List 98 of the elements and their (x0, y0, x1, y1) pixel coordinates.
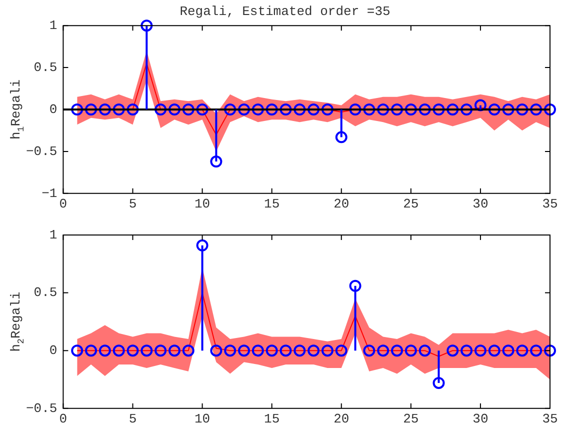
point (418, 104, 431, 116)
y-tick-label: −0.5 (26, 400, 58, 416)
point (238, 104, 250, 116)
point (377, 344, 390, 357)
point (224, 104, 236, 116)
point (404, 344, 417, 357)
x-tick-label: 10 (194, 196, 210, 212)
chart-title: Regali, Estimated order =35 (180, 4, 390, 20)
point (71, 104, 84, 116)
point (363, 344, 376, 357)
point (252, 344, 264, 357)
point (460, 344, 473, 357)
x-tick-label: 35 (542, 412, 558, 427)
point (363, 104, 376, 116)
point (321, 344, 334, 357)
point (224, 344, 236, 357)
point (266, 344, 278, 357)
point (446, 344, 459, 357)
point (140, 20, 153, 32)
x-tick-label: 15 (264, 412, 280, 427)
point (544, 344, 556, 357)
x-tick-label: 5 (128, 196, 137, 212)
point (530, 344, 542, 357)
point (418, 344, 431, 357)
x-tick-label: 25 (403, 196, 419, 212)
point (335, 131, 348, 144)
y-axis-title: h2Regali (8, 291, 26, 352)
x-tick-label: 25 (403, 412, 419, 427)
point (112, 104, 125, 116)
point (432, 104, 445, 116)
point (252, 104, 264, 116)
y-tick-label: 0 (49, 343, 58, 358)
point (294, 344, 306, 357)
point (266, 104, 278, 116)
y-tick-label: 0.5 (34, 60, 58, 75)
point (98, 104, 111, 116)
point (432, 376, 445, 389)
point (530, 104, 542, 116)
x-tick-label: 0 (59, 412, 68, 427)
point (196, 239, 208, 252)
point (308, 344, 320, 357)
point (349, 280, 362, 292)
point (238, 344, 250, 357)
point (488, 104, 500, 116)
point (85, 344, 98, 357)
x-tick-label: 20 (334, 196, 350, 212)
x-tick-label: 30 (472, 412, 488, 427)
point (280, 104, 292, 116)
point (210, 344, 222, 357)
point (488, 344, 500, 357)
point (182, 344, 194, 357)
point (126, 104, 139, 116)
point (516, 344, 528, 357)
x-tick-label: 15 (264, 196, 280, 212)
point (516, 104, 528, 116)
point (335, 344, 348, 357)
point (71, 344, 84, 357)
point (154, 344, 167, 357)
y-tick-label: −0.5 (26, 144, 58, 159)
point (85, 104, 98, 116)
point (196, 104, 208, 116)
point (349, 104, 362, 116)
x-tick-label: 30 (472, 196, 488, 212)
point (460, 104, 473, 116)
y-tick-label: 1 (49, 227, 58, 242)
point (294, 104, 306, 116)
point (98, 344, 111, 357)
point (168, 104, 180, 116)
point (168, 344, 180, 357)
y-tick-label: −1 (42, 186, 58, 201)
point (280, 344, 292, 357)
y-tick-label: 1 (49, 18, 58, 34)
point (502, 344, 514, 357)
x-tick-label: 35 (542, 196, 558, 212)
point (502, 104, 514, 116)
point (140, 344, 153, 357)
point (308, 104, 320, 116)
point (474, 344, 486, 357)
point (377, 104, 390, 116)
y-tick-label: 0 (49, 102, 58, 117)
point (474, 99, 486, 112)
x-tick-label: 20 (334, 412, 350, 427)
point (391, 104, 404, 116)
point (446, 104, 459, 116)
y-tick-label: 0.5 (34, 285, 58, 300)
point (210, 156, 222, 168)
point (112, 344, 125, 357)
x-tick-label: 10 (194, 412, 210, 427)
point (182, 104, 194, 116)
x-tick-label: 0 (59, 196, 68, 212)
point (321, 104, 334, 116)
point (154, 104, 167, 116)
point (391, 344, 404, 357)
y-axis-title: h1Regali (8, 79, 26, 140)
x-tick-label: 5 (128, 412, 137, 427)
point (126, 344, 139, 357)
point (544, 104, 556, 116)
point (404, 104, 417, 116)
